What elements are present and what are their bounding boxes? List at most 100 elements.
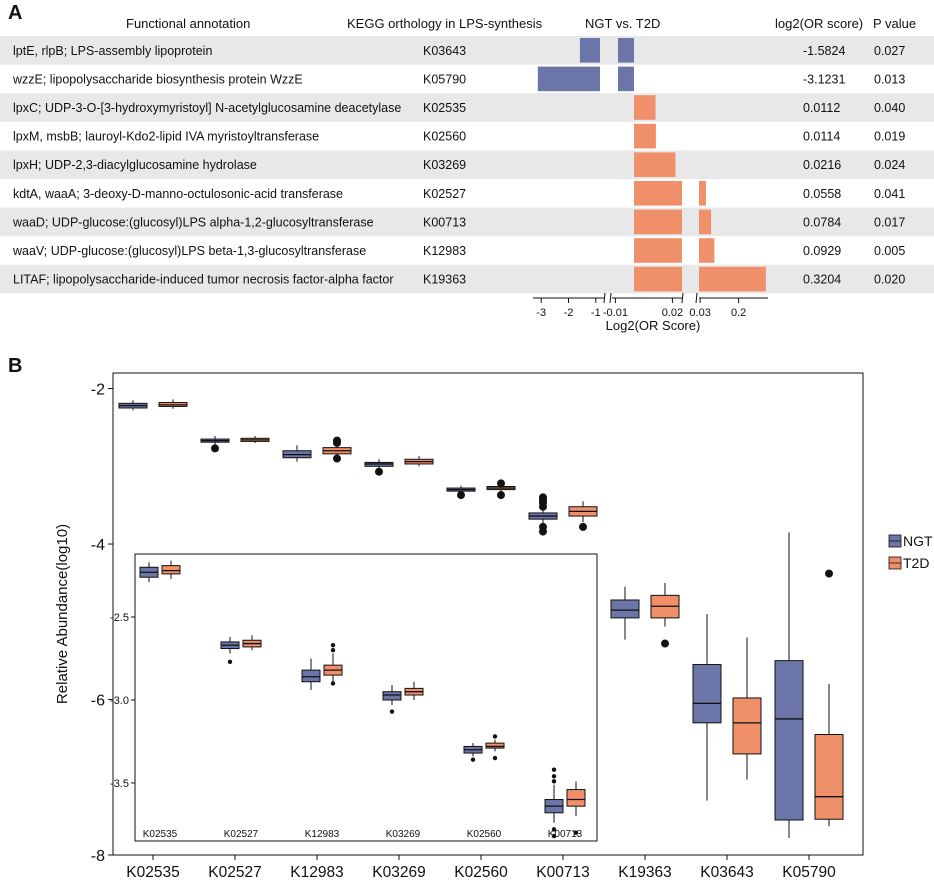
box-t2d-outlier <box>333 454 341 463</box>
bar-positive-cont <box>699 181 706 206</box>
inset-frame <box>134 553 598 842</box>
row-pvalue: 0.041 <box>874 187 905 201</box>
table-row-stripe <box>0 36 934 65</box>
row-log2: 0.0558 <box>803 187 841 201</box>
row-pvalue: 0.024 <box>874 158 905 172</box>
inset-box-ngt <box>382 691 402 701</box>
header-pvalue: P value <box>873 16 916 31</box>
row-annotation: kdtA, waaA; 3-deoxy-D-manno-octulosonic-… <box>13 187 343 201</box>
box-t2d <box>732 697 762 755</box>
x-tick-label: K05790 <box>782 864 836 880</box>
bar-negative-cont <box>618 66 634 92</box>
inset-box-t2d-outlier <box>330 648 336 653</box>
row-ko: K19363 <box>423 273 466 287</box>
box-t2d-outlier <box>661 639 669 648</box>
x-tick-label: K02560 <box>454 864 508 880</box>
legend-label-t2d: T2D <box>903 555 929 571</box>
panel-b: B -2 -4 -6 -8 K02535 K02527 K12983 K03269 K02560… <box>0 350 934 881</box>
header-log2: log2(OR score) <box>775 16 863 31</box>
row-pvalue: 0.019 <box>874 130 905 144</box>
inset-y-tick-label: -3.0 <box>110 695 129 707</box>
box-t2d <box>814 734 844 820</box>
row-log2: -3.1231 <box>803 72 845 86</box>
box-t2d-outlier <box>825 569 833 578</box>
row-annotation: lptE, rlpB; LPS-assembly lipoprotein <box>13 44 212 58</box>
box-t2d-outlier <box>333 438 341 447</box>
row-ko: K02535 <box>423 101 466 115</box>
row-ko: K03643 <box>423 44 466 58</box>
row-pvalue: 0.027 <box>874 44 905 58</box>
table-row-stripe <box>0 207 934 237</box>
x-tick-label: 0.2 <box>731 307 746 319</box>
box-ngt-outlier <box>457 491 465 500</box>
row-ko: K02527 <box>423 187 466 201</box>
box-ngt <box>610 599 640 619</box>
inset-box-ngt-outlier <box>551 767 557 772</box>
inset-box-t2d-outlier <box>492 734 498 739</box>
inset-box-ngt-outlier <box>551 827 557 832</box>
row-annotation: lpxC; UDP-3-O-[3-hydroxymyristoyl] N-ace… <box>13 101 401 115</box>
x-tick-label: -1 <box>591 307 601 319</box>
bar-positive-cont <box>699 209 712 235</box>
inset-box-t2d-outlier <box>330 643 336 648</box>
bar-positive <box>634 181 682 206</box>
row-ko: K05790 <box>423 72 466 86</box>
inset-x-tick-label: K02535 <box>143 829 178 840</box>
box-ngt-outlier <box>375 467 383 476</box>
x-tick-label: K03269 <box>372 864 425 880</box>
bar-positive <box>634 209 682 235</box>
inset-box-t2d-outlier <box>492 755 498 761</box>
forest-table-chart: Functional annotation KEGG orthology in L… <box>0 16 934 333</box>
boxplot-chart: -2 -4 -6 -8 K02535 K02527 K12983 K03269 K02560 K0… <box>54 372 933 881</box>
inset-box-ngt-outlier <box>389 709 395 714</box>
row-pvalue: 0.017 <box>874 215 905 229</box>
row-ko: K03269 <box>423 158 466 172</box>
row-ko: K12983 <box>423 244 466 258</box>
box-t2d-outlier <box>497 479 505 488</box>
row-annotation: lpxM, msbB; lauroyl-Kdo2-lipid IVA myris… <box>13 130 319 144</box>
inset-box-t2d <box>485 742 505 749</box>
panel-b-letter: B <box>8 355 23 377</box>
inset-box-t2d <box>566 789 586 807</box>
bar-positive-cont <box>699 266 766 292</box>
row-pvalue: 0.005 <box>874 244 905 258</box>
row-pvalue: 0.040 <box>874 101 905 115</box>
y-tick-label: -6 <box>91 693 105 710</box>
x-tick-label: 0.02 <box>662 307 683 319</box>
inset-box-t2d-outlier <box>573 830 579 835</box>
y-tick-label: -2 <box>91 382 105 399</box>
table-row-stripe <box>0 264 934 294</box>
x-tick-label: K02535 <box>126 864 179 880</box>
box-ngt-outlier <box>539 502 547 511</box>
row-log2: -1.5824 <box>803 44 845 58</box>
header-annotation: Functional annotation <box>126 16 250 31</box>
row-pvalue: 0.020 <box>874 273 905 287</box>
x-tick-label: K00713 <box>536 864 589 880</box>
bar-negative-cont <box>618 38 634 63</box>
row-annotation: lpxH; UDP-2,3-diacylglucosamine hydrolas… <box>13 158 257 172</box>
axis-break <box>695 292 698 304</box>
bar-positive <box>634 238 682 263</box>
row-log2: 0.0112 <box>803 101 840 115</box>
axis-break <box>609 292 612 304</box>
inset-box-ngt-outlier <box>551 774 557 779</box>
inset-x-tick-label: K00713 <box>548 829 583 840</box>
header-kegg: KEGG orthology in LPS-synthesis <box>347 16 543 31</box>
row-annotation: waaD; UDP-glucose:(glucosyl)LPS alpha-1,… <box>12 215 374 229</box>
box-ngt <box>692 664 722 724</box>
row-log2: 0.0114 <box>803 130 840 144</box>
y-tick-label: -8 <box>91 848 105 865</box>
x-tick-label: -0.01 <box>603 307 628 319</box>
panel-a: A Functional annotation KEGG orthology in… <box>0 0 934 345</box>
bar-positive <box>634 95 656 120</box>
row-ko: K00713 <box>423 215 466 229</box>
legend-label-ngt: NGT <box>903 533 933 549</box>
inset-x-tick-label: K02560 <box>467 829 502 840</box>
table-row-stripe <box>0 93 934 122</box>
inset-x-tick-label: K03269 <box>386 829 421 840</box>
axis-break <box>681 292 684 304</box>
table-row-stripe <box>0 150 934 179</box>
row-pvalue: 0.013 <box>874 72 905 86</box>
box-t2d-outlier <box>579 522 587 531</box>
x-tick-label: 0.03 <box>689 307 710 319</box>
